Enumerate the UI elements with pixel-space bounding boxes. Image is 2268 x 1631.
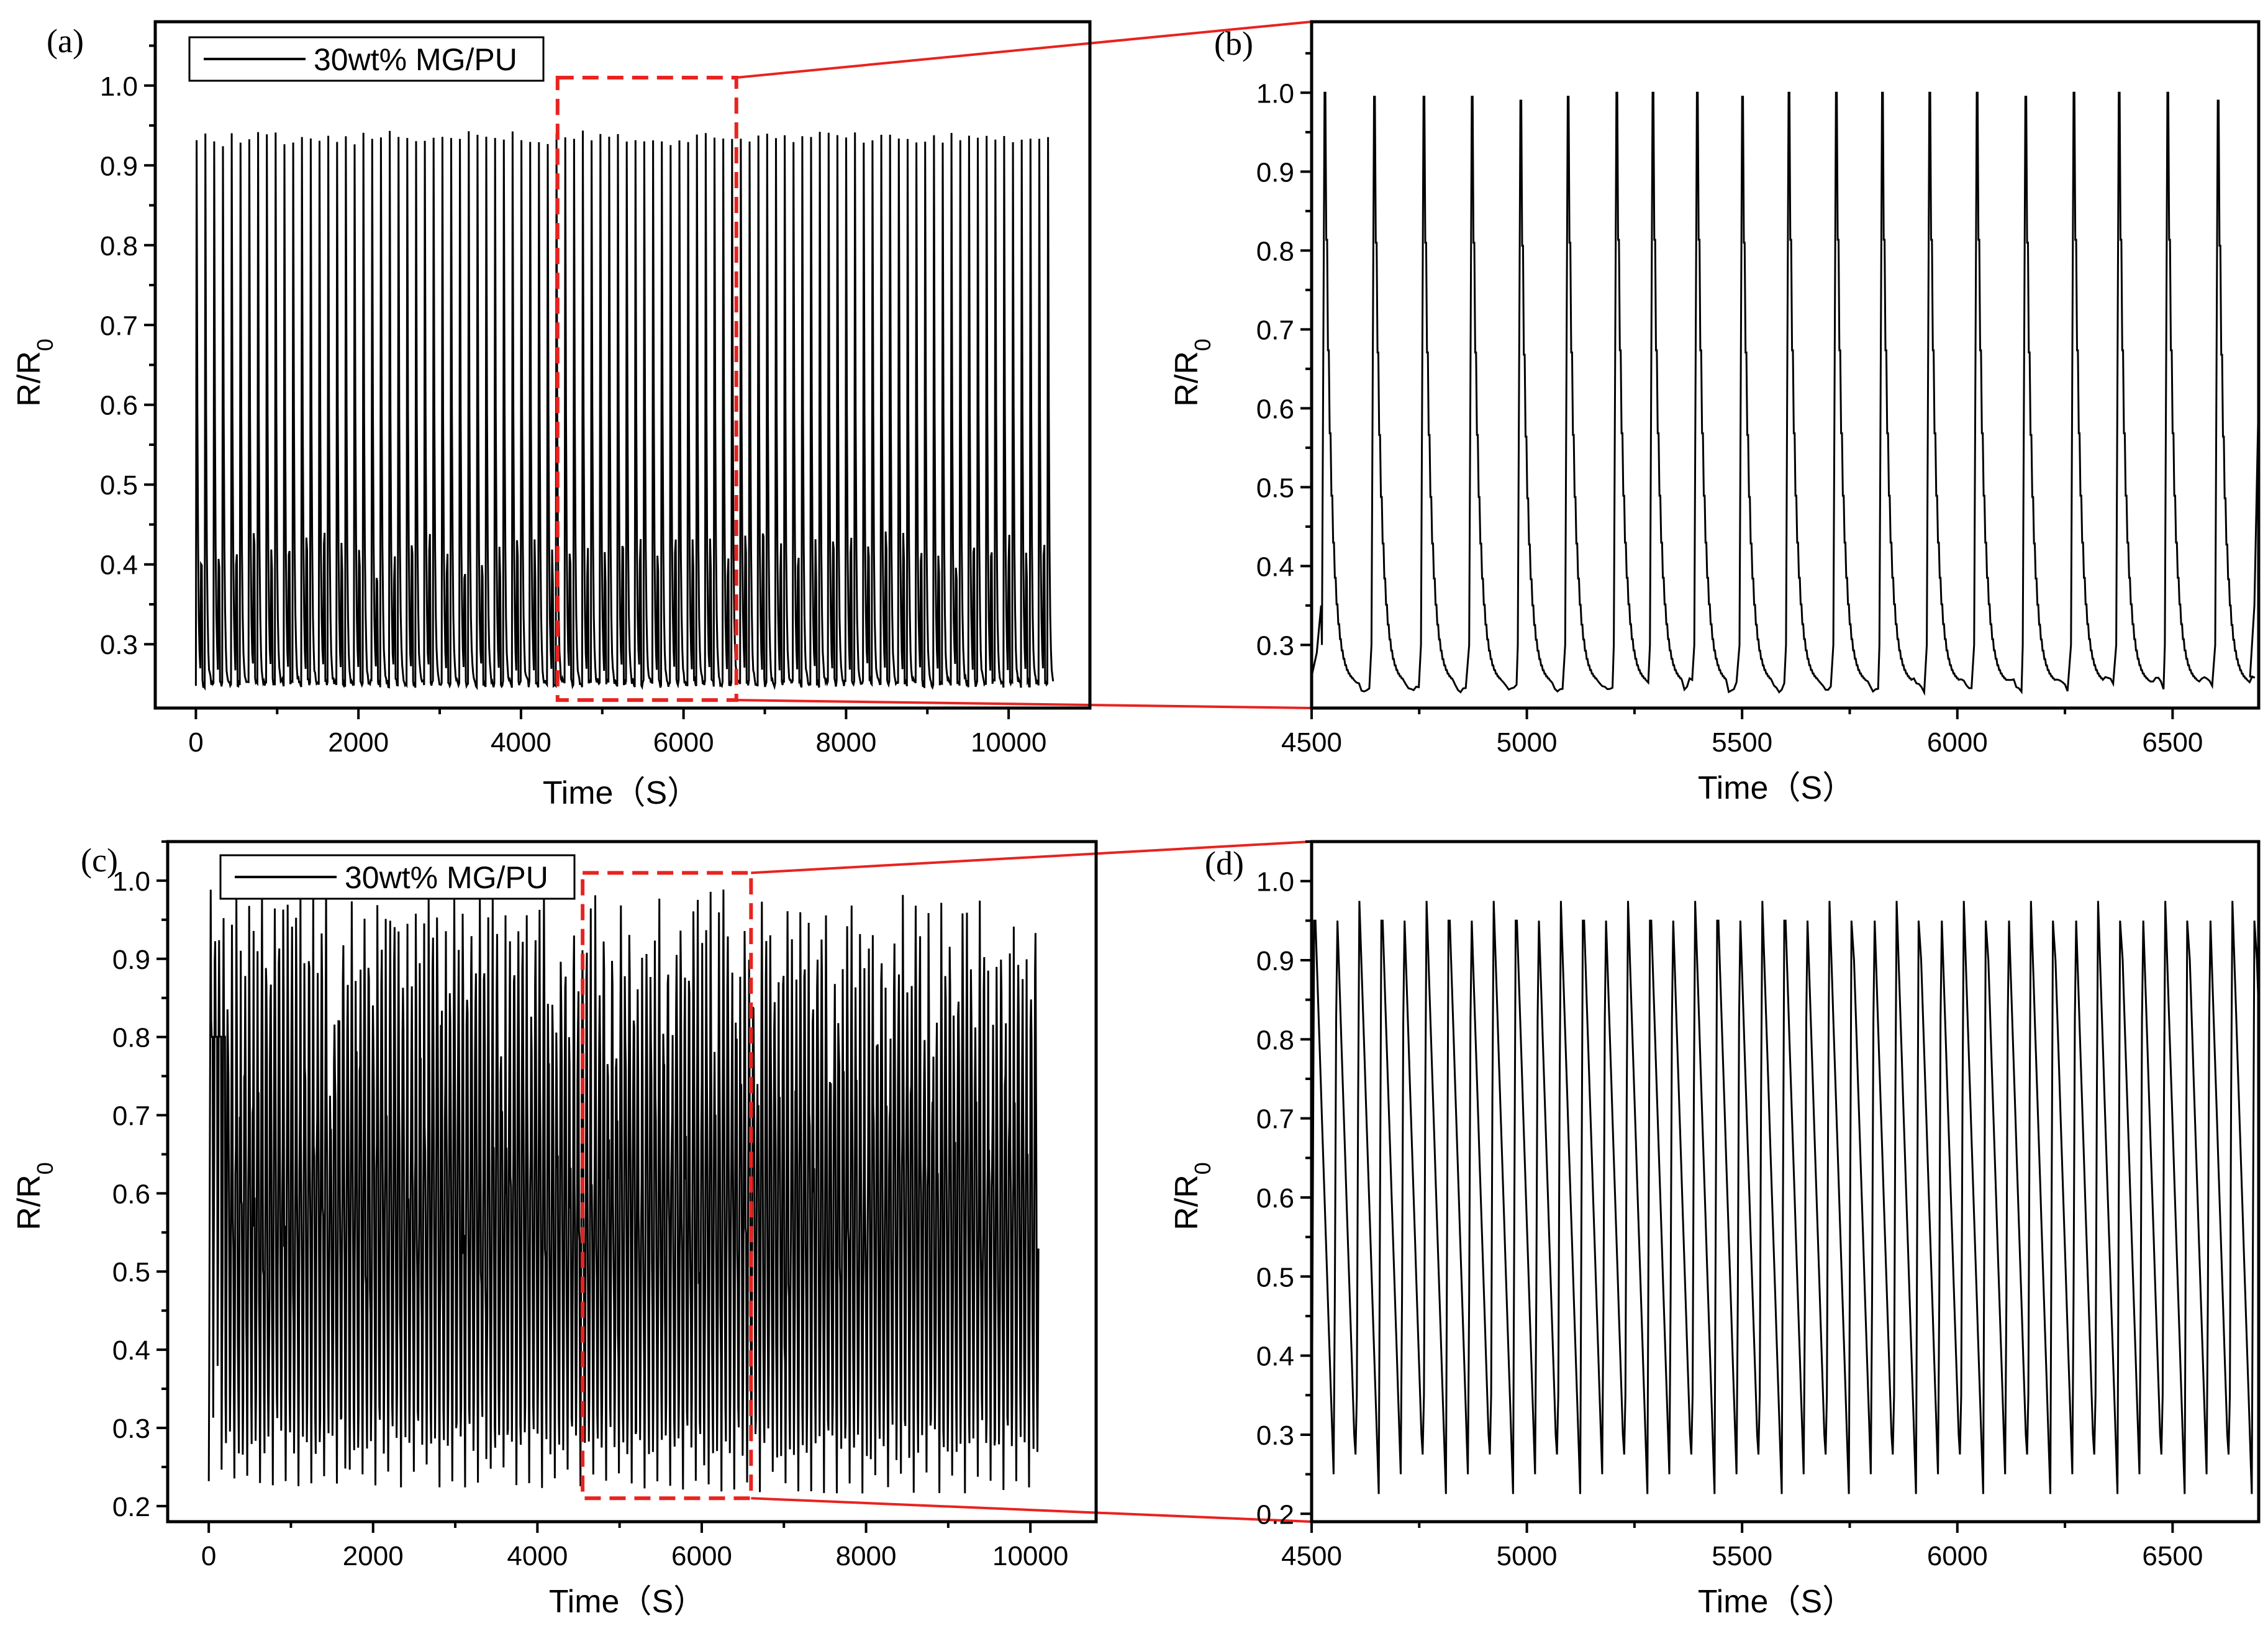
chart-panel-b: 4500 5000 5500 6000 6500 0.3 0.4 0.5 0.6 0.7 0.8 0.…: [1169, 20, 2261, 806]
axis-frame-b: [1310, 20, 2261, 710]
zoom-region-a: [555, 75, 738, 702]
y-tick-label: 0.8: [112, 1023, 150, 1053]
y-tick-label: 0.8: [100, 231, 138, 261]
chart-panel-d: 4500 5000 5500 6000 6500 0.2 0.3 0.4 0.5 0.6 0.7 0.…: [1169, 840, 2261, 1620]
y-tick-label: 1.0: [112, 866, 150, 897]
series-line-d: [1310, 901, 2259, 1498]
axis-frame-d: [1310, 840, 2261, 1524]
y-tick-label: 0.9: [1256, 157, 1294, 188]
y-tick-label: 0.5: [112, 1257, 150, 1288]
y-tick-label: 0.9: [1256, 946, 1294, 976]
x-tick-label: 5000: [1497, 727, 1558, 758]
y-tick-label: 0.8: [1256, 1025, 1294, 1055]
plot-area-b: 4500 5000 5500 6000 6500 0.3 0.4 0.5 0.6 0.7 0.8 0.…: [1256, 20, 2261, 758]
y-tick-label: 0.7: [112, 1101, 150, 1132]
x-tick-label: 4000: [507, 1541, 568, 1571]
y-tick-label: 0.3: [100, 630, 138, 660]
axis-frame-c: [166, 840, 1098, 1524]
y-tick-label: 0.3: [1256, 630, 1294, 661]
y-tick-label: 1.0: [100, 71, 138, 102]
y-tick-label: 0.2: [112, 1492, 150, 1522]
x-tick-label: 6000: [671, 1541, 732, 1571]
x-tick-label: 4500: [1281, 727, 1342, 758]
x-tick-label: 8000: [815, 727, 876, 758]
series-line-c: [207, 886, 1040, 1494]
y-tick-label: 0.2: [1256, 1499, 1294, 1530]
legend-label-c: 30wt% MG/PU: [345, 860, 548, 895]
x-tick-label: 6000: [1927, 1541, 1988, 1571]
legend-c: 30wt% MG/PU: [219, 854, 576, 900]
x-tick-label: 6000: [653, 727, 714, 758]
y-tick-label: 0.7: [1256, 315, 1294, 345]
x-tick-label: 5000: [1497, 1541, 1558, 1571]
panel-label-a: (a): [47, 22, 84, 60]
y-tick-label: 1.0: [1256, 867, 1294, 897]
chart-panel-c: 0 2000 4000 6000 8000 10000 0.2 0.3 0.4 0.5 0.6 0.7…: [11, 840, 1098, 1620]
y-tick-label: 0.4: [100, 550, 138, 581]
panel-label-b: (b): [1214, 25, 1253, 62]
x-tick-label: 8000: [836, 1541, 897, 1571]
y-tick-label: 1.0: [1256, 78, 1294, 109]
legend-label-a: 30wt% MG/PU: [314, 42, 517, 77]
y-axis-title-a: R/R0: [11, 338, 58, 407]
x-tick-label: 4500: [1281, 1541, 1342, 1571]
x-tick-label: 5500: [1712, 727, 1772, 758]
legend-a: 30wt% MG/PU: [188, 36, 545, 82]
x-tick-label: 6500: [2142, 1541, 2203, 1571]
panel-label-c: (c): [81, 842, 118, 879]
y-axis-title-c: R/R0: [11, 1162, 58, 1230]
y-tick-label: 0.7: [100, 311, 138, 341]
zoom-region-c: [581, 871, 753, 1501]
zoom-connector-line: [751, 1497, 1312, 1523]
y-tick-label: 0.9: [112, 945, 150, 975]
panel-label-d: (d): [1205, 845, 1244, 882]
x-tick-label: 6000: [1927, 727, 1988, 758]
zoom-connector-line: [736, 20, 1312, 79]
x-tick-label: 6500: [2142, 727, 2203, 758]
x-tick-label: 0: [201, 1541, 216, 1571]
plot-area-d: 4500 5000 5500 6000 6500 0.2 0.3 0.4 0.5 0.6 0.7 0.…: [1256, 840, 2261, 1571]
y-tick-label: 0.5: [100, 470, 138, 501]
x-tick-label: 5500: [1712, 1541, 1772, 1571]
y-tick-label: 0.5: [1256, 1262, 1294, 1293]
y-tick-label: 0.6: [1256, 394, 1294, 424]
y-tick-label: 0.3: [1256, 1420, 1294, 1451]
x-tick-label: 4000: [491, 727, 551, 758]
zoom-connectors: [736, 20, 1312, 1523]
y-tick-label: 0.5: [1256, 473, 1294, 503]
y-tick-label: 0.4: [1256, 1342, 1294, 1372]
y-axis-title-d: R/R0: [1169, 1162, 1215, 1230]
x-tick-label: 2000: [328, 727, 389, 758]
series-line-b: [1310, 91, 2260, 696]
y-axis-title-b: R/R0: [1169, 338, 1215, 407]
y-tick-label: 0.4: [112, 1335, 150, 1366]
x-axis-title-a: Time（S）: [543, 775, 699, 811]
x-axis-title-b: Time（S）: [1698, 770, 1854, 806]
y-tick-label: 0.6: [100, 391, 138, 421]
y-tick-label: 0.9: [100, 151, 138, 181]
x-tick-label: 10000: [971, 727, 1046, 758]
zoom-connector-line: [751, 840, 1312, 875]
y-tick-label: 0.3: [112, 1414, 150, 1444]
plot-area-a: 0 2000 4000 6000 8000 10000 0.3 0.4 0.5 0.6 0.7 0.8…: [100, 20, 1092, 758]
y-tick-label: 0.4: [1256, 552, 1294, 582]
y-tick-label: 0.6: [1256, 1183, 1294, 1214]
x-axis-title-d: Time（S）: [1698, 1584, 1854, 1620]
x-tick-label: 2000: [343, 1541, 404, 1571]
zoom-connector-line: [736, 699, 1312, 709]
series-line-a: [194, 130, 1055, 691]
y-tick-label: 0.8: [1256, 236, 1294, 266]
x-tick-label: 10000: [992, 1541, 1068, 1571]
plot-area-c: 0 2000 4000 6000 8000 10000 0.2 0.3 0.4 0.5 0.6 0.7…: [112, 840, 1098, 1571]
y-tick-label: 0.7: [1256, 1104, 1294, 1135]
y-tick-label: 0.6: [112, 1179, 150, 1209]
x-axis-title-c: Time（S）: [549, 1584, 705, 1620]
x-tick-label: 0: [188, 727, 203, 758]
chart-panel-a: 0 2000 4000 6000 8000 10000 0.3 0.4 0.5 0.6 0.7 0.8…: [11, 20, 1092, 811]
